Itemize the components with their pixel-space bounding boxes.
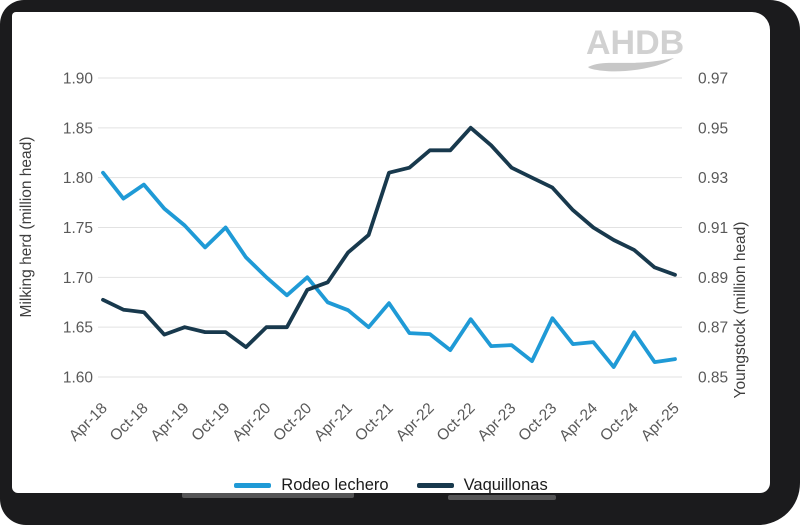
frame-shadow-artifact <box>182 492 354 498</box>
x-axis-tick-label: Apr-20 <box>229 400 274 445</box>
chart-card: AHDB 1.90 1.85 1.80 1.75 1.70 1.65 1.60 0.97 0.9… <box>12 12 770 495</box>
left-axis-tick-label: 1.60 <box>63 370 94 387</box>
left-axis-tick-label: 1.90 <box>63 71 94 88</box>
ahdb-logo-text: AHDB <box>586 24 685 62</box>
left-axis-tick-label: 1.80 <box>63 170 94 187</box>
right-axis-tick-label: 0.93 <box>698 170 728 187</box>
x-axis-tick-label: Oct-18 <box>107 400 152 445</box>
right-axis-tick-label: 0.89 <box>698 270 728 287</box>
right-axis-tick-label: 0.87 <box>698 320 728 337</box>
right-axis-title: Youngstock (million head) <box>732 222 749 399</box>
x-axis-tick-label: Oct-20 <box>270 400 315 445</box>
series-line-vaquillonas <box>101 125 677 350</box>
left-axis-tick-label: 1.65 <box>63 320 93 337</box>
x-axis-tick-label: Oct-24 <box>597 400 642 445</box>
right-axis-tick-label: 0.95 <box>698 120 728 137</box>
series-line-rodeo-lechero <box>101 170 677 369</box>
right-axis-tick-label: 0.85 <box>698 370 728 387</box>
left-axis-tick-label: 1.70 <box>63 270 94 287</box>
x-axis-tick-label: Oct-19 <box>188 400 233 445</box>
x-axis-tick-label: Apr-18 <box>66 400 111 445</box>
left-axis-tick-label: 1.75 <box>63 220 93 237</box>
left-axis-title: Milking herd (million head) <box>18 137 35 318</box>
chart-legend: Rodeo lechero Vaquillonas <box>12 476 770 495</box>
x-axis-tick-label: Apr-23 <box>474 400 519 445</box>
legend-swatch-vaquillonas <box>416 483 454 488</box>
frame-shadow-artifact <box>448 495 556 500</box>
x-axis-tick-label: Apr-22 <box>393 400 438 445</box>
x-axis-tick-label: Oct-21 <box>352 400 397 445</box>
x-axis-tick-label: Oct-23 <box>515 400 560 445</box>
x-axis-tick-label: Apr-25 <box>638 400 683 445</box>
x-axis-tick-label: Apr-21 <box>311 400 356 445</box>
x-axis-tick-label: Apr-19 <box>148 400 193 445</box>
x-axis-tick-label: Apr-24 <box>556 400 601 445</box>
legend-label-vaquillonas: Vaquillonas <box>463 476 548 494</box>
legend-item-rodeo-lechero: Rodeo lechero <box>234 476 389 495</box>
legend-item-vaquillonas: Vaquillonas <box>416 476 548 495</box>
ahdb-logo: AHDB <box>586 24 685 74</box>
legend-swatch-rodeo-lechero <box>234 483 272 488</box>
x-axis-tick-label: Oct-22 <box>434 400 479 445</box>
line-chart: 1.90 1.85 1.80 1.75 1.70 1.65 1.60 0.97 0.95 0.93… <box>18 71 749 445</box>
right-axis-tick-label: 0.97 <box>698 71 728 88</box>
legend-label-rodeo-lechero: Rodeo lechero <box>281 476 389 494</box>
left-axis-tick-label: 1.85 <box>63 120 93 137</box>
right-axis-tick-label: 0.91 <box>698 220 728 237</box>
ahdb-logo-swoosh-icon <box>588 58 674 72</box>
